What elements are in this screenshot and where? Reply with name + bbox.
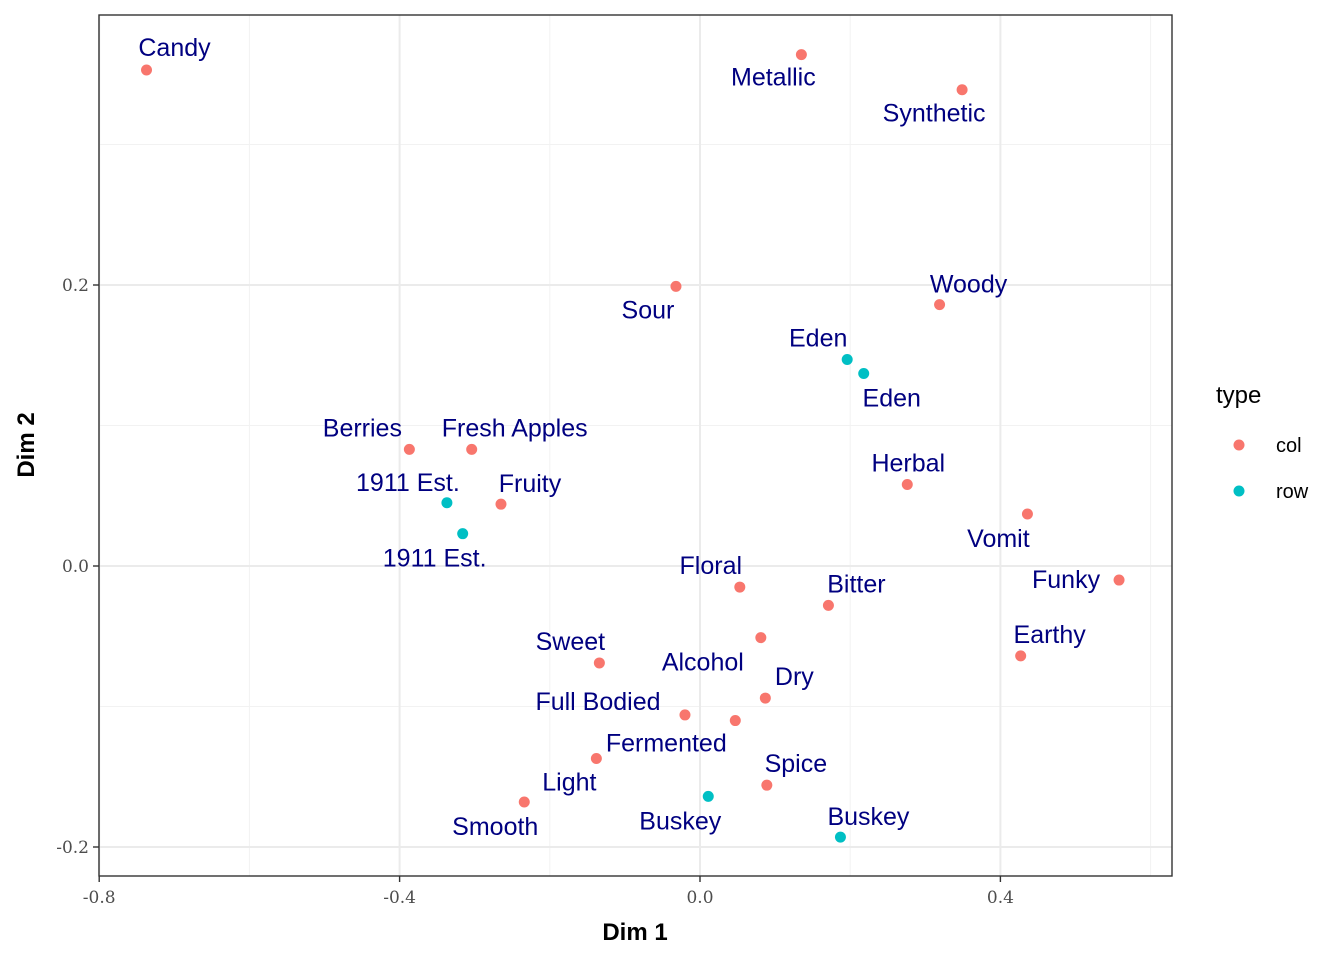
point-col (759, 692, 771, 704)
point-label: Buskey (827, 803, 909, 831)
point-label: Herbal (871, 450, 945, 478)
point-col (956, 84, 968, 96)
point-label: Full Bodied (535, 688, 660, 716)
point-col (466, 443, 478, 455)
x-tick-label: -0.4 (383, 888, 416, 908)
plot-panel (99, 15, 1172, 876)
point-col (1015, 650, 1027, 662)
point-label: Bitter (827, 570, 885, 598)
point-col (593, 657, 605, 669)
point-label: Vomit (967, 525, 1030, 553)
point-label: Berries (323, 414, 402, 442)
point-label: Sour (622, 296, 675, 324)
point-col (729, 715, 741, 727)
point-label: Buskey (639, 807, 721, 835)
point-col (734, 581, 746, 593)
point-col (1113, 574, 1125, 586)
point-col (518, 796, 530, 808)
point-col (761, 779, 773, 791)
y-tick-label: 0.0 (62, 557, 89, 577)
point-label: Dry (775, 663, 814, 691)
point-label: Candy (138, 34, 211, 62)
point-col (590, 752, 602, 764)
point-col (755, 632, 767, 644)
point-col (1021, 508, 1033, 520)
point-col (670, 280, 682, 292)
point-row (457, 528, 469, 540)
point-col (679, 709, 691, 721)
y-tick-label: 0.2 (62, 276, 89, 296)
point-col (934, 299, 946, 311)
point-col (141, 64, 153, 76)
x-tick-label: -0.8 (83, 888, 116, 908)
point-label: Eden (863, 385, 921, 413)
x-axis-title: Dim 1 (602, 919, 667, 946)
point-label: Alcohol (662, 649, 744, 677)
point-label: Fermented (606, 730, 727, 758)
y-axis-title: Dim 2 (13, 412, 40, 477)
point-row (858, 368, 870, 380)
point-label: Fresh Apples (442, 414, 588, 442)
point-label: 1911 Est. (356, 469, 460, 497)
point-label: Funky (1032, 566, 1101, 594)
point-label: Earthy (1014, 621, 1087, 649)
point-col (403, 443, 415, 455)
point-label: Fruity (499, 470, 562, 498)
point-label: 1911 Est. (383, 545, 487, 573)
point-label: Floral (680, 552, 743, 580)
x-tick-label: 0.0 (686, 888, 713, 908)
legend: type col row (1216, 382, 1309, 503)
data-labels: Candy Metallic Synthetic Sour Woody Berries Fr… (138, 34, 1100, 841)
point-col (822, 599, 834, 611)
legend-title: type (1216, 382, 1261, 409)
data-points (141, 49, 1125, 843)
legend-key-col (1233, 439, 1245, 451)
axis-ticks (93, 284, 1002, 882)
point-row (841, 353, 853, 365)
point-col (795, 49, 807, 61)
point-label: Smooth (452, 813, 538, 841)
tick-labels: -0.8 -0.4 0.0 0.4 -0.2 0.0 0.2 (56, 276, 1014, 908)
point-label: Spice (765, 750, 828, 778)
point-label: Light (542, 768, 596, 796)
legend-key-row (1233, 485, 1245, 497)
point-label: Synthetic (883, 100, 986, 128)
point-label: Eden (789, 324, 847, 352)
point-col (901, 479, 913, 491)
x-tick-label: 0.4 (987, 888, 1014, 908)
point-row (834, 831, 846, 843)
point-label: Sweet (536, 628, 606, 656)
grid-minor (99, 15, 1172, 876)
point-col (495, 498, 507, 510)
point-row (441, 497, 453, 509)
point-label: Woody (930, 271, 1008, 299)
point-row (702, 790, 714, 802)
plot-border (98, 14, 1173, 877)
y-tick-label: -0.2 (56, 838, 89, 858)
point-label: Metallic (731, 64, 816, 92)
legend-label-col: col (1276, 435, 1302, 457)
legend-label-row: row (1276, 481, 1309, 503)
